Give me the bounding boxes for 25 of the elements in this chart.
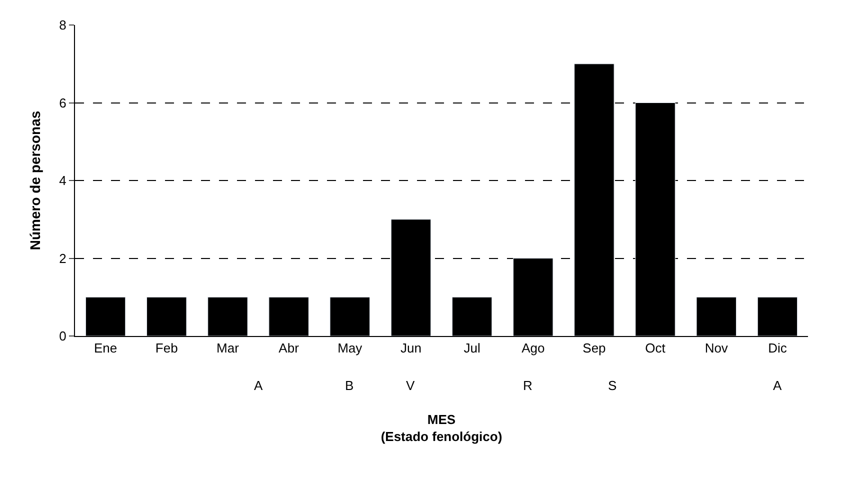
y-tick-label: 6 <box>59 95 66 110</box>
x-tick-label: Jul <box>464 340 480 356</box>
x-tick-label: Mar <box>216 340 240 356</box>
text: S <box>608 378 617 393</box>
y-axis-title: Número de personas <box>26 110 43 250</box>
x-tick-label: Jun <box>400 340 422 356</box>
text: B <box>345 378 354 393</box>
x-tick-label: Abr <box>278 340 300 356</box>
x-tick-label: Ago <box>522 340 545 356</box>
text: R <box>523 378 532 393</box>
text: V <box>406 378 415 393</box>
text: A <box>773 378 782 393</box>
y-tick-label: 8 <box>59 18 66 33</box>
x-tick-label: Ene <box>94 340 118 356</box>
x-tick-label: Sep <box>582 340 606 356</box>
x-axis-title: MES (Estado fenológico) <box>380 412 502 444</box>
y-tick-label: 0 <box>59 328 66 344</box>
x-tick-label: Feb <box>155 340 178 356</box>
x-tick-label: Dic <box>768 340 788 356</box>
x-tick-label: Nov <box>704 340 728 356</box>
y-tick-label: 2 <box>59 250 66 266</box>
text: A <box>254 378 263 393</box>
x-tick-label: May <box>338 340 363 356</box>
x-tick-label: Oct <box>645 340 666 356</box>
y-tick-label: 4 <box>59 173 66 188</box>
